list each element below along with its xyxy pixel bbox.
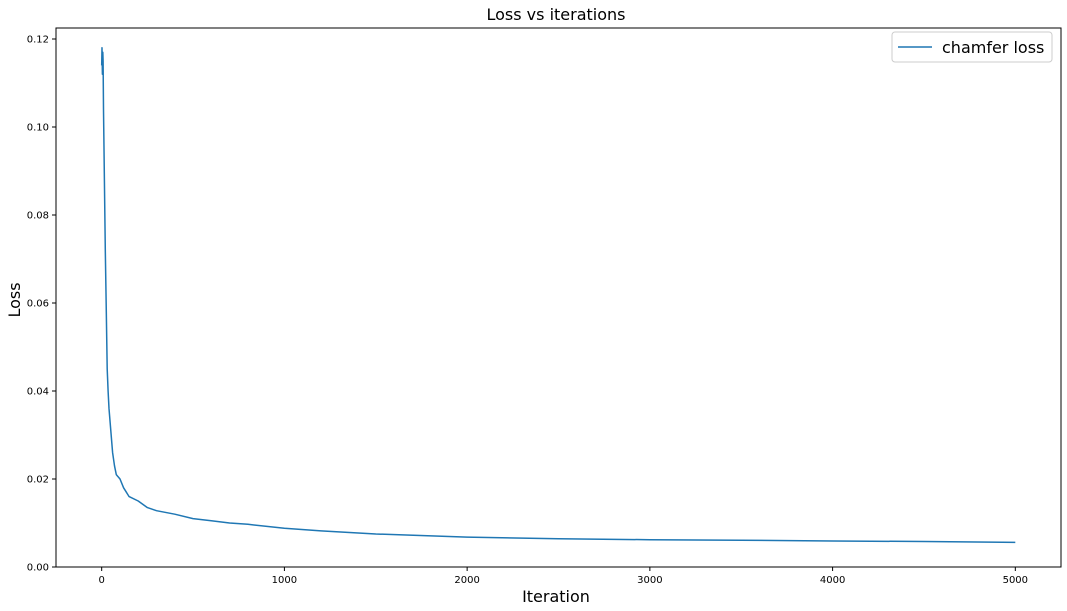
- x-tick-label: 2000: [454, 575, 479, 586]
- y-tick-label: 0.04: [27, 387, 49, 398]
- x-tick-label: 0: [98, 575, 104, 586]
- x-tick-label: 5000: [1003, 575, 1028, 586]
- legend-box: [891, 31, 1053, 63]
- x-tick-label: 1000: [272, 575, 297, 586]
- y-tick-label: 0.00: [27, 563, 49, 574]
- series-line-chamfer-loss: [100, 47, 1016, 544]
- legend: chamfer loss: [891, 31, 1053, 63]
- y-tick-label: 0.06: [27, 299, 49, 310]
- y-tick-label: 0.12: [27, 35, 49, 46]
- plot-area: 0 1000 2000 3000 4000 5000 0.00 0.02 0.04 0.06 0.0…: [27, 27, 1062, 586]
- x-axis-title: Iteration: [522, 587, 590, 606]
- x-tick-label: 3000: [637, 575, 662, 586]
- y-tick-label: 0.08: [27, 211, 49, 222]
- legend-label: chamfer loss: [942, 38, 1044, 57]
- y-tick-label: 0.10: [27, 123, 49, 134]
- plot-frame: [55, 27, 1062, 568]
- x-tick-label: 4000: [820, 575, 845, 586]
- y-axis-title: Loss: [5, 282, 24, 317]
- y-tick-label: 0.02: [27, 475, 49, 486]
- chart-title: Loss vs iterations: [487, 5, 626, 24]
